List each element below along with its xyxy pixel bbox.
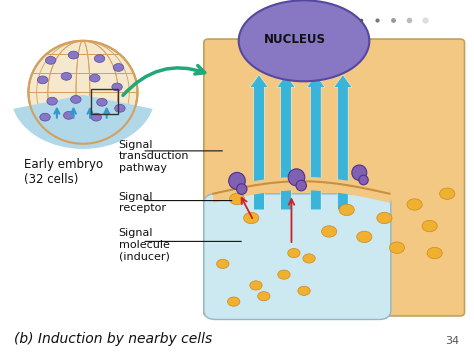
Bar bbox=[91, 89, 118, 114]
Circle shape bbox=[37, 76, 48, 84]
Circle shape bbox=[407, 199, 422, 210]
FancyArrow shape bbox=[334, 75, 352, 210]
Text: (b) Induction by nearby cells: (b) Induction by nearby cells bbox=[14, 332, 212, 346]
Circle shape bbox=[112, 83, 122, 91]
Ellipse shape bbox=[237, 184, 247, 195]
Circle shape bbox=[439, 188, 455, 200]
FancyBboxPatch shape bbox=[204, 194, 391, 320]
Circle shape bbox=[61, 72, 72, 80]
Circle shape bbox=[288, 248, 300, 258]
FancyArrow shape bbox=[250, 75, 268, 210]
Text: Signal
receptor: Signal receptor bbox=[118, 192, 165, 213]
Circle shape bbox=[94, 55, 105, 62]
Circle shape bbox=[46, 56, 56, 64]
Circle shape bbox=[244, 212, 259, 224]
Circle shape bbox=[217, 259, 229, 268]
Circle shape bbox=[339, 204, 354, 215]
Circle shape bbox=[278, 270, 290, 279]
Text: Signal
transduction
pathway: Signal transduction pathway bbox=[118, 140, 189, 173]
Circle shape bbox=[357, 231, 372, 242]
Circle shape bbox=[97, 98, 107, 106]
Circle shape bbox=[68, 51, 79, 59]
Wedge shape bbox=[13, 95, 153, 149]
Circle shape bbox=[303, 254, 315, 263]
Ellipse shape bbox=[28, 41, 137, 144]
FancyArrow shape bbox=[277, 75, 295, 210]
Circle shape bbox=[64, 111, 74, 119]
Circle shape bbox=[250, 281, 262, 290]
FancyArrow shape bbox=[307, 75, 325, 210]
Circle shape bbox=[90, 74, 100, 82]
Circle shape bbox=[228, 297, 240, 306]
Ellipse shape bbox=[352, 165, 367, 180]
Circle shape bbox=[427, 247, 442, 259]
Circle shape bbox=[298, 286, 310, 295]
Ellipse shape bbox=[288, 169, 305, 186]
Circle shape bbox=[91, 113, 101, 121]
Circle shape bbox=[47, 97, 57, 105]
FancyBboxPatch shape bbox=[204, 39, 465, 316]
Circle shape bbox=[229, 193, 245, 205]
Circle shape bbox=[390, 242, 405, 253]
Text: 34: 34 bbox=[446, 336, 460, 346]
Text: Signal
molecule
(inducer): Signal molecule (inducer) bbox=[118, 228, 169, 262]
Ellipse shape bbox=[239, 0, 369, 81]
Text: Early embryo
(32 cells): Early embryo (32 cells) bbox=[24, 158, 103, 186]
Circle shape bbox=[258, 291, 270, 301]
Ellipse shape bbox=[359, 175, 368, 185]
Ellipse shape bbox=[296, 180, 306, 191]
Text: NUCLEUS: NUCLEUS bbox=[264, 33, 326, 45]
Circle shape bbox=[40, 113, 50, 121]
Circle shape bbox=[115, 104, 125, 112]
Circle shape bbox=[422, 220, 437, 232]
Circle shape bbox=[113, 64, 124, 71]
Ellipse shape bbox=[228, 173, 246, 190]
Circle shape bbox=[321, 226, 337, 237]
Circle shape bbox=[377, 212, 392, 224]
Circle shape bbox=[71, 95, 81, 103]
